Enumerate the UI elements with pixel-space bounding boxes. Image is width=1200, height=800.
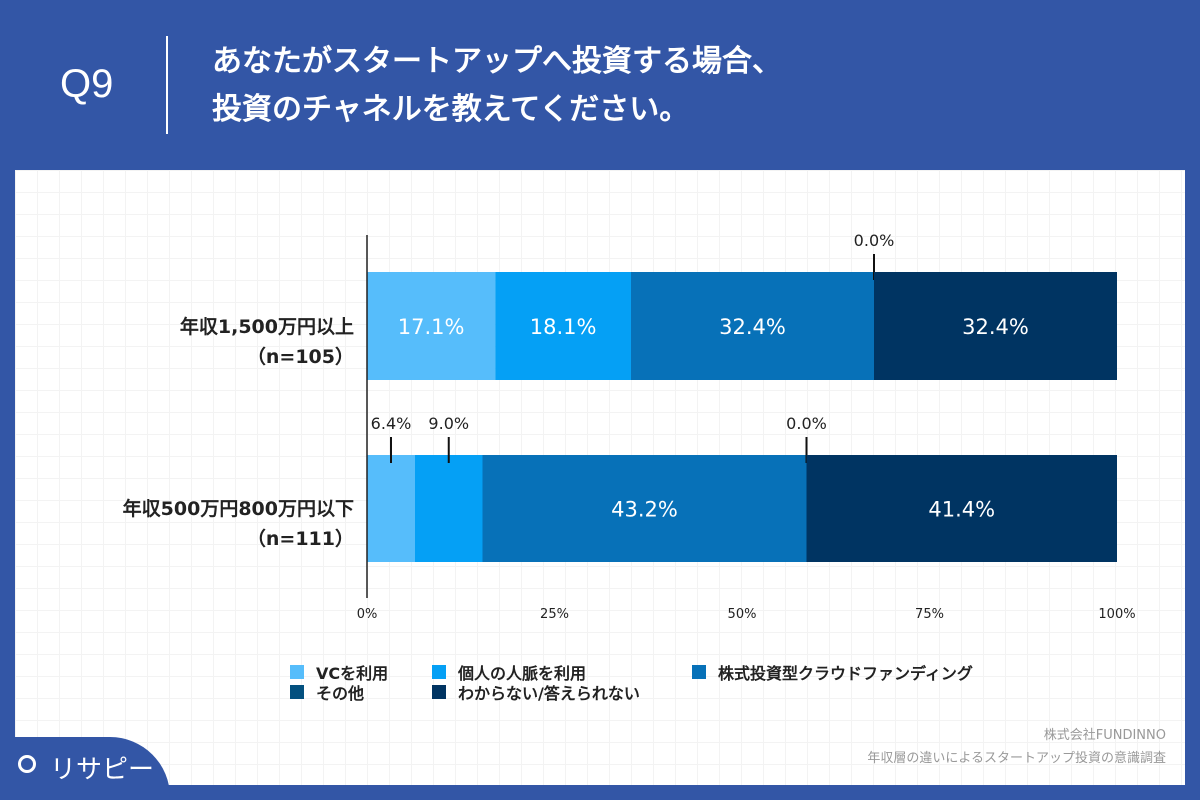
legend-swatch bbox=[290, 665, 304, 679]
source-survey: 年収層の違いによるスタートアップ投資の意識調査 bbox=[867, 751, 1166, 766]
question-number: Q9 bbox=[60, 62, 114, 106]
legend-item-vc: VCを利用 bbox=[290, 660, 388, 684]
x-tick-label: 50% bbox=[728, 607, 757, 622]
title-line-1: あなたがスタートアップへ投資する場合、 bbox=[212, 44, 782, 79]
bar-segment bbox=[806, 455, 1117, 562]
legend-swatch bbox=[692, 665, 706, 679]
data-label: 18.1% bbox=[530, 315, 597, 339]
legend-swatch bbox=[432, 665, 446, 679]
legend-item-other: その他 bbox=[290, 680, 364, 704]
data-label: 17.1% bbox=[398, 315, 465, 339]
x-tick-label: 0% bbox=[357, 607, 378, 622]
x-tick-label: 25% bbox=[540, 607, 569, 622]
legend-item-crowdfunding: 株式投資型クラウドファンディング bbox=[692, 660, 973, 684]
data-label: 32.4% bbox=[719, 315, 786, 339]
divider bbox=[166, 36, 168, 134]
bar-segment bbox=[495, 272, 631, 380]
risapi-logo: リサピー bbox=[0, 737, 170, 800]
bar-segment bbox=[367, 455, 415, 562]
data-label: 32.4% bbox=[962, 315, 1029, 339]
page-title: あなたがスタートアップへ投資する場合、 投資のチャネルを教えてください。 bbox=[212, 38, 782, 134]
category-label-2: 年収500万円800万円以下 （n=111） bbox=[122, 498, 354, 550]
x-tick-label: 100% bbox=[1098, 607, 1135, 622]
bar-segment bbox=[874, 272, 1117, 380]
legend-item-personal: 個人の人脈を利用 bbox=[432, 660, 586, 684]
legend-swatch bbox=[290, 685, 304, 699]
data-label: 0.0% bbox=[854, 231, 895, 250]
bar-segment bbox=[482, 455, 807, 562]
legend-swatch bbox=[432, 685, 446, 699]
bar-segment bbox=[367, 272, 496, 380]
data-label: 41.4% bbox=[928, 498, 995, 522]
legend-item-unknown: わからない/答えられない bbox=[432, 680, 640, 704]
category-label-1: 年収1,500万円以上 （n=105） bbox=[179, 316, 354, 368]
bar-segment bbox=[631, 272, 874, 380]
bar-segment bbox=[415, 455, 483, 562]
data-label: 9.0% bbox=[428, 414, 469, 433]
data-label: 6.4% bbox=[371, 414, 412, 433]
x-tick-label: 75% bbox=[915, 607, 944, 622]
source-company: 株式会社FUNDINNO bbox=[1043, 728, 1166, 743]
data-label: 43.2% bbox=[611, 498, 678, 522]
data-label: 0.0% bbox=[786, 414, 827, 433]
pin-icon bbox=[18, 755, 36, 773]
title-line-2: 投資のチャネルを教えてください。 bbox=[212, 92, 690, 127]
